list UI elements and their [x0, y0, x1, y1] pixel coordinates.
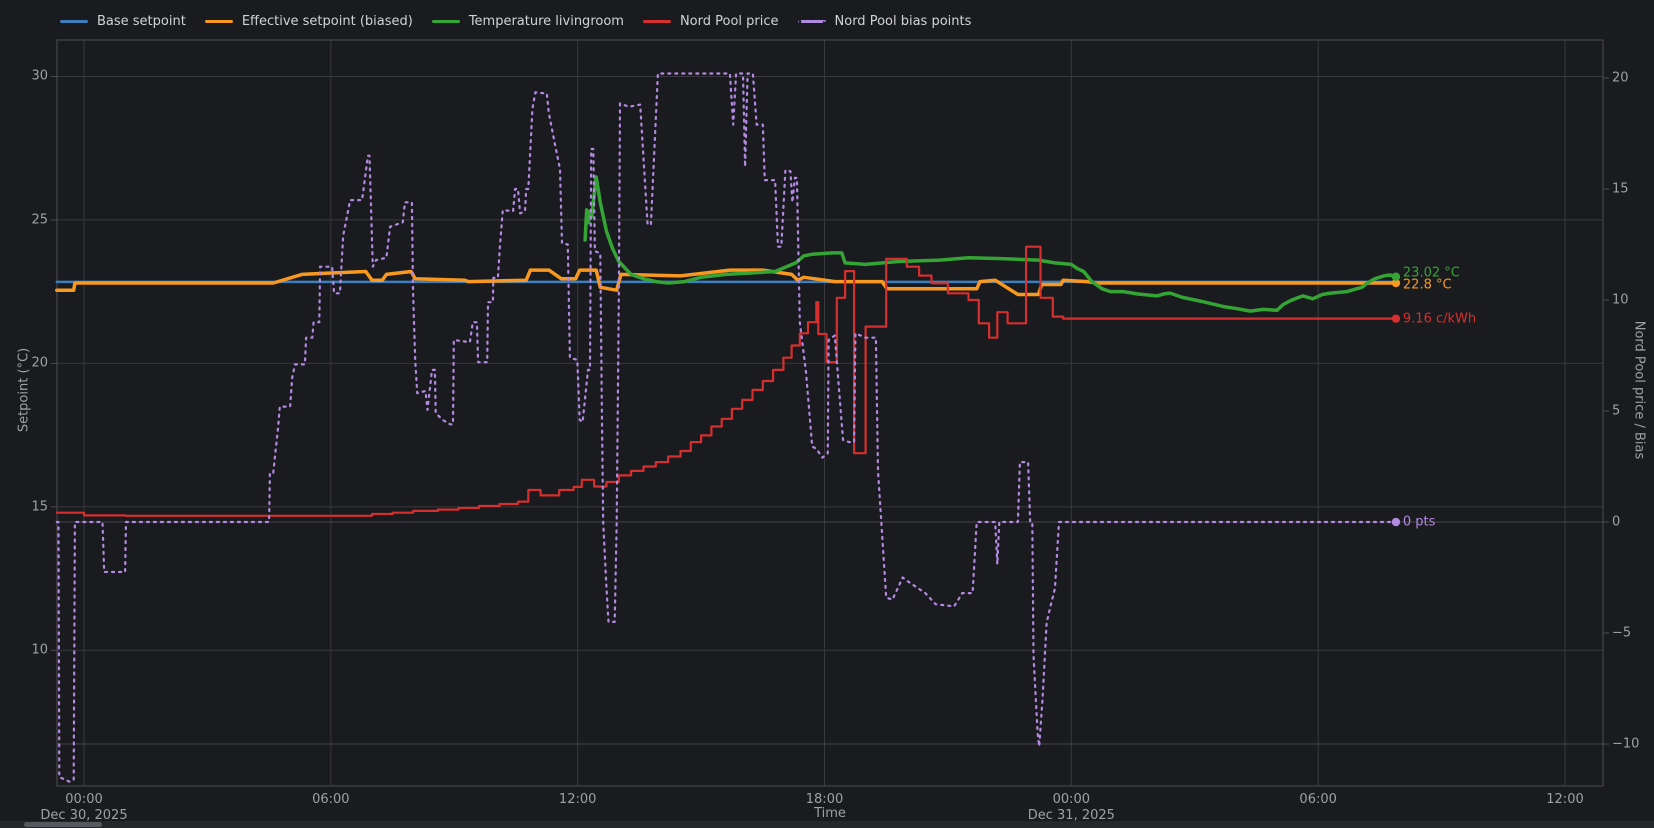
scrollbar-thumb[interactable] — [24, 822, 102, 827]
series-end-label: 0 pts — [1402, 514, 1436, 530]
series-nord-pool-bias-points — [55, 72, 1397, 783]
y-right-tick-label: 0 — [1612, 514, 1621, 530]
series-end-dot — [1391, 278, 1401, 288]
x-tick-label: 00:00 — [65, 792, 103, 807]
legend: Base setpoint Effective setpoint (biased)… — [60, 14, 971, 29]
y-left-tick-label: 10 — [31, 642, 48, 658]
y-right-tick-label: 5 — [1612, 403, 1621, 419]
y-right-tick-label: 20 — [1612, 70, 1629, 86]
dotted-line-swatch-icon — [797, 20, 826, 23]
series-nord-pool-price — [55, 245, 1397, 517]
x-tick-label: 12:00 — [558, 792, 597, 807]
x-tick-label: 00:00 — [1052, 792, 1091, 807]
line-swatch-icon — [642, 20, 671, 23]
line-swatch-icon — [60, 20, 88, 23]
series-end-label: 23.02 °C — [1402, 265, 1460, 281]
y-left-tick-label: 20 — [31, 355, 48, 371]
legend-item-temperature-livingroom[interactable]: Temperature livingroom — [431, 14, 624, 29]
series-end-dot — [1391, 272, 1401, 281]
y-right-tick-label: 10 — [1612, 292, 1629, 308]
legend-item-effective-setpoint-biased-[interactable]: Effective setpoint (biased) — [204, 14, 413, 29]
line-swatch-icon — [431, 20, 460, 23]
y-left-axis-title: Setpoint (°C) — [16, 347, 32, 433]
plot-border — [56, 39, 1604, 787]
x-date-label: Dec 31, 2025 — [1027, 808, 1115, 823]
x-axis-title: Time — [814, 806, 846, 821]
legend-item-label: Nord Pool bias points — [834, 14, 972, 29]
x-tick-label: 12:00 — [1546, 792, 1584, 807]
y-left-tick-label: 15 — [31, 499, 48, 515]
x-date-label: Dec 30, 2025 — [40, 808, 128, 823]
y-right-tick-label: −10 — [1612, 736, 1640, 752]
series-end-label: 22.8 °C — [1402, 277, 1452, 293]
series-end-label: 9.16 c/kWh — [1402, 311, 1477, 327]
legend-item-nord-pool-price[interactable]: Nord Pool price — [642, 14, 779, 29]
legend-item-label: Nord Pool price — [679, 14, 779, 29]
x-tick-label: 18:00 — [805, 792, 844, 807]
legend-item-label: Base setpoint — [97, 14, 186, 29]
y-right-axis-title: Nord Pool price / Bias — [1631, 320, 1647, 460]
x-tick-label: 06:00 — [312, 792, 350, 807]
y-left-tick-label: 30 — [31, 68, 48, 84]
legend-item-base-setpoint[interactable]: Base setpoint — [60, 14, 186, 29]
series-effective-setpoint-biased- — [55, 268, 1398, 297]
x-tick-label: 06:00 — [1299, 792, 1337, 807]
y-right-tick-label: 15 — [1612, 181, 1629, 197]
series-temperature-livingroom — [583, 175, 1398, 313]
legend-item-nord-pool-bias-points[interactable]: Nord Pool bias points — [797, 14, 972, 29]
legend-item-label: Effective setpoint (biased) — [241, 14, 413, 29]
series-end-dot — [1391, 517, 1401, 527]
horizontal-scrollbar[interactable] — [0, 821, 1654, 828]
line-swatch-icon — [204, 20, 233, 23]
y-right-tick-label: −5 — [1612, 625, 1632, 641]
legend-item-label: Temperature livingroom — [468, 14, 624, 29]
y-left-tick-label: 25 — [31, 212, 48, 228]
series-end-dot — [1391, 314, 1401, 323]
